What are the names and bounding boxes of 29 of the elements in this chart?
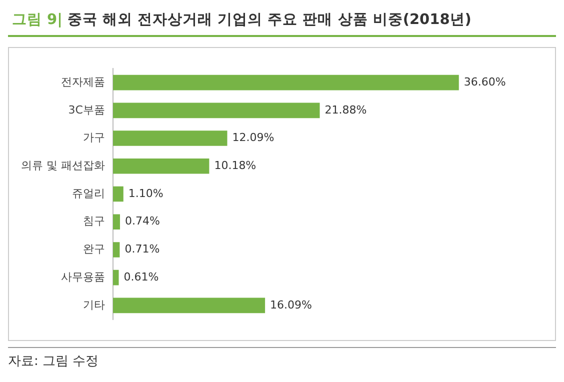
y-tick-label: 완구 [82, 242, 105, 256]
bar [112, 130, 228, 146]
data-label: 12.09% [232, 131, 274, 144]
data-label: 0.71% [124, 242, 160, 256]
y-tick-label: 사무용품 [60, 270, 105, 284]
y-tick-label: 침구 [82, 214, 105, 228]
y-tick-label: 쥬얼리 [72, 186, 105, 200]
bar [112, 186, 124, 202]
y-tick-label: 기타 [82, 298, 105, 312]
y-tick-label: 전자제품 [60, 75, 105, 88]
y-tick-label: 가구 [82, 131, 105, 144]
data-label: 1.10% [128, 186, 164, 200]
bar [112, 242, 120, 258]
text: 자료: 그림 수정 [8, 347, 556, 370]
bar [112, 102, 320, 118]
bar [112, 158, 210, 174]
data-label: 0.61% [124, 270, 159, 284]
data-label: 16.09% [270, 298, 312, 312]
data-label: 36.60% [464, 75, 506, 88]
bar [112, 298, 266, 314]
bar [112, 214, 120, 230]
bar [112, 74, 459, 90]
y-tick-label: 3C부품 [68, 103, 105, 116]
y-tick-label: 의류 및 패션잡화 [20, 158, 105, 172]
chart-title: 그림 9| 중국 해외 전자상거래 기업의 주요 판매 상품 비중(2018년) [8, 8, 556, 37]
data-label: 0.74% [124, 214, 160, 228]
data-label: 10.18% [214, 158, 256, 172]
data-label: 21.88% [324, 103, 367, 116]
bar [112, 270, 119, 286]
